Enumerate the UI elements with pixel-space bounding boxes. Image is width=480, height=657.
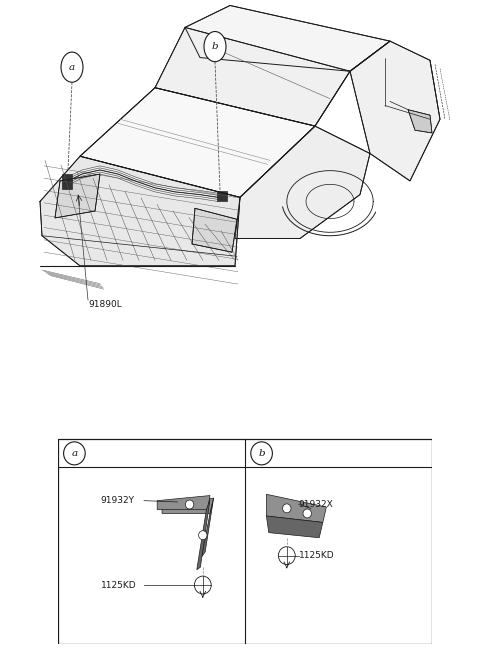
Polygon shape bbox=[217, 191, 227, 202]
Polygon shape bbox=[266, 494, 326, 522]
Circle shape bbox=[204, 32, 226, 62]
Text: b: b bbox=[258, 449, 265, 458]
Circle shape bbox=[199, 531, 207, 539]
Circle shape bbox=[194, 576, 211, 594]
Text: a: a bbox=[72, 449, 77, 458]
Text: 91932Y: 91932Y bbox=[101, 496, 135, 505]
Text: 1125KD: 1125KD bbox=[101, 581, 136, 589]
Polygon shape bbox=[408, 110, 432, 133]
Polygon shape bbox=[80, 88, 315, 197]
Polygon shape bbox=[162, 498, 214, 514]
Polygon shape bbox=[185, 5, 390, 71]
Circle shape bbox=[303, 509, 312, 518]
Circle shape bbox=[185, 500, 194, 509]
Polygon shape bbox=[62, 174, 72, 189]
Polygon shape bbox=[157, 495, 210, 510]
Polygon shape bbox=[197, 499, 210, 570]
Text: 1125KD: 1125KD bbox=[299, 551, 335, 560]
Circle shape bbox=[63, 442, 85, 465]
Polygon shape bbox=[40, 156, 240, 266]
Bar bbox=[58, 440, 432, 644]
Circle shape bbox=[251, 442, 273, 465]
Polygon shape bbox=[350, 41, 440, 181]
Polygon shape bbox=[202, 498, 214, 557]
Polygon shape bbox=[266, 516, 323, 537]
Polygon shape bbox=[155, 28, 350, 126]
Polygon shape bbox=[55, 174, 100, 218]
Circle shape bbox=[278, 547, 295, 564]
Text: 91890L: 91890L bbox=[88, 300, 122, 309]
Text: b: b bbox=[212, 42, 218, 51]
Text: 91932X: 91932X bbox=[299, 500, 334, 509]
Circle shape bbox=[283, 504, 291, 513]
Circle shape bbox=[61, 52, 83, 82]
Polygon shape bbox=[192, 208, 237, 252]
Polygon shape bbox=[235, 126, 370, 238]
Text: a: a bbox=[69, 62, 75, 72]
